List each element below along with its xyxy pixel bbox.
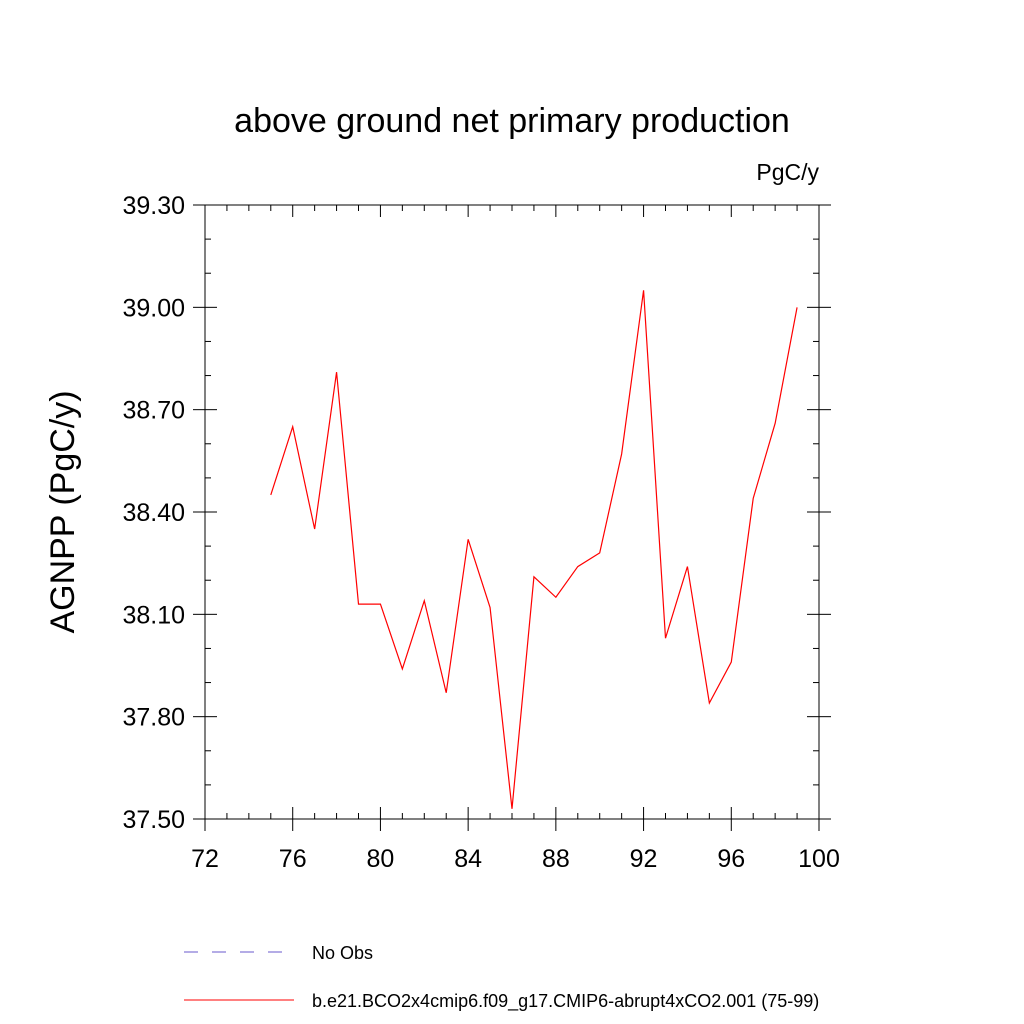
x-tick-label: 80 <box>367 845 395 873</box>
axis-ticks <box>193 204 831 831</box>
x-tick-label: 88 <box>542 845 570 873</box>
x-tick-label: 92 <box>630 845 658 873</box>
x-tick-label: 84 <box>454 845 482 873</box>
chart-title: above ground net primary production <box>234 102 790 140</box>
legend-label-1: b.e21.BCO2x4cmip6.f09_g17.CMIP6-abrupt4x… <box>312 991 819 1012</box>
legend: No Obs b.e21.BCO2x4cmip6.f09_g17.CMIP6-ab… <box>184 943 819 1012</box>
x-tick-label: 96 <box>717 845 745 873</box>
y-tick-label: 39.00 <box>122 294 185 322</box>
y-tick-label: 38.10 <box>122 601 185 629</box>
y-axis-label: AGNPP (PgC/y) <box>44 390 82 633</box>
series-group <box>270 290 798 809</box>
y-tick-label: 38.70 <box>122 397 185 425</box>
x-tick-label: 76 <box>279 845 307 873</box>
y-tick-label: 37.80 <box>122 704 185 732</box>
tick-labels: 72 76 80 84 88 92 96 100 37.50 37.80 38.10 38.40 38.… <box>122 192 839 873</box>
y-tick-label: 39.30 <box>122 192 185 220</box>
y-tick-label: 38.40 <box>122 499 185 527</box>
y-tick-label: 37.50 <box>122 806 185 834</box>
x-tick-label: 100 <box>798 845 840 873</box>
series-line-0 <box>270 290 798 809</box>
x-tick-label: 72 <box>191 845 219 873</box>
plot-frame <box>204 204 820 820</box>
units-label: PgC/y <box>756 159 819 185</box>
legend-label-0: No Obs <box>312 943 373 963</box>
